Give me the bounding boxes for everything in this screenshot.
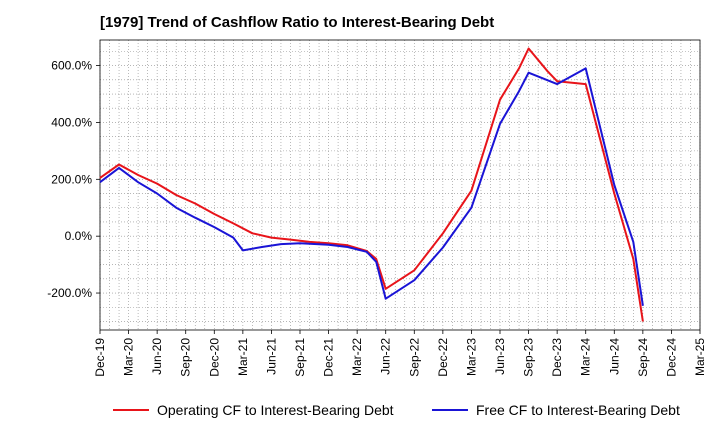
y-tick-label: 400.0%	[51, 115, 92, 129]
x-tick-label: Jun-23	[493, 338, 507, 375]
plot-frame	[99, 39, 701, 331]
x-tick-label: Dec-24	[664, 338, 678, 377]
x-tick-label: Dec-20	[207, 338, 221, 377]
operating-cf-line	[99, 47, 644, 322]
x-tick-label: Dec-19	[93, 338, 107, 377]
x-tick-label: Sep-24	[636, 338, 650, 377]
x-tick-label: Jun-21	[264, 338, 278, 375]
legend-swatch-operating	[113, 409, 149, 411]
x-tick-label: Mar-20	[122, 338, 136, 376]
x-tick-label: Sep-23	[522, 338, 536, 377]
x-tick-label: Mar-21	[236, 338, 250, 376]
x-tick-label: Jun-22	[379, 338, 393, 375]
y-tick-label: 0.0%	[65, 229, 93, 243]
x-tick-label: Mar-25	[693, 338, 707, 376]
x-tick-label: Jun-20	[150, 338, 164, 375]
x-tick-label: Dec-23	[550, 338, 564, 377]
legend-item-operating: Operating CF to Interest-Bearing Debt	[113, 402, 394, 418]
x-tick-label: Mar-23	[464, 338, 478, 376]
y-tick-label: -200.0%	[47, 286, 92, 300]
y-tick-label: 200.0%	[51, 172, 92, 186]
x-tick-label: Mar-22	[350, 338, 364, 376]
x-tick-label: Jun-24	[607, 338, 621, 375]
y-tick-label: 600.0%	[51, 59, 92, 73]
x-tick-label: Sep-22	[407, 338, 421, 377]
free-cf-line	[99, 67, 644, 306]
x-tick-label: Sep-21	[293, 338, 307, 377]
x-tick-label: Dec-21	[322, 338, 336, 377]
chart-title: [1979] Trend of Cashflow Ratio to Intere…	[100, 14, 495, 31]
legend-label-free: Free CF to Interest-Bearing Debt	[476, 402, 680, 418]
x-tick-label: Mar-24	[579, 338, 593, 376]
legend-label-operating: Operating CF to Interest-Bearing Debt	[157, 402, 394, 418]
legend-item-free: Free CF to Interest-Bearing Debt	[432, 402, 680, 418]
legend-swatch-free	[432, 409, 468, 411]
x-tick-label: Dec-22	[436, 338, 450, 377]
x-tick-label: Sep-20	[179, 338, 193, 377]
